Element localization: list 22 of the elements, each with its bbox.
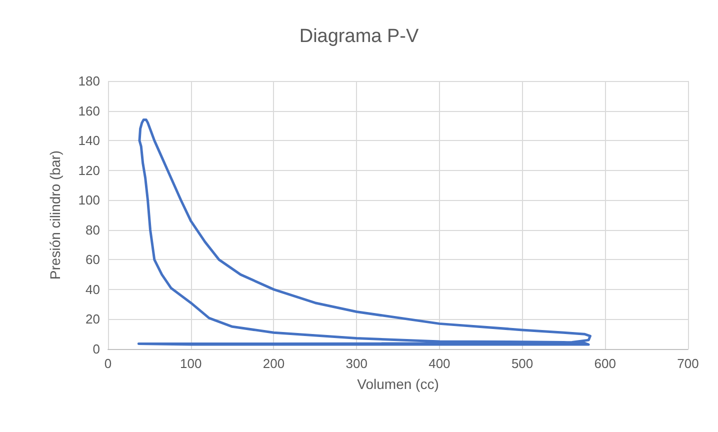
y-tick-label: 20: [86, 312, 100, 327]
y-tick-label: 100: [78, 192, 100, 208]
x-tick-label: 100: [180, 356, 202, 371]
y-tick-label: 160: [78, 103, 100, 118]
y-axis-title: Presión cilindro (bar): [47, 150, 63, 280]
y-tick-label: 120: [78, 162, 100, 178]
y-tick-label: 180: [78, 74, 100, 88]
chart-title: Diagrama P-V: [299, 26, 419, 47]
line-series: [137, 118, 592, 346]
x-tick-label: 400: [428, 356, 450, 371]
y-tick-label: 140: [78, 133, 100, 148]
x-tick-label: 0: [104, 356, 112, 371]
x-tick-label: 700: [677, 356, 699, 371]
x-axis-title: Volumen (cc): [357, 376, 439, 392]
x-tick-label: 600: [594, 356, 616, 371]
y-tick-label: 0: [92, 342, 100, 356]
x-tick-label: 200: [262, 356, 285, 371]
y-tick-label: 40: [86, 282, 100, 297]
x-tick-label: 300: [346, 356, 368, 371]
y-tick-label: 60: [86, 252, 100, 268]
y-tick-label: 80: [86, 222, 100, 238]
x-tick-label: 500: [511, 356, 534, 371]
